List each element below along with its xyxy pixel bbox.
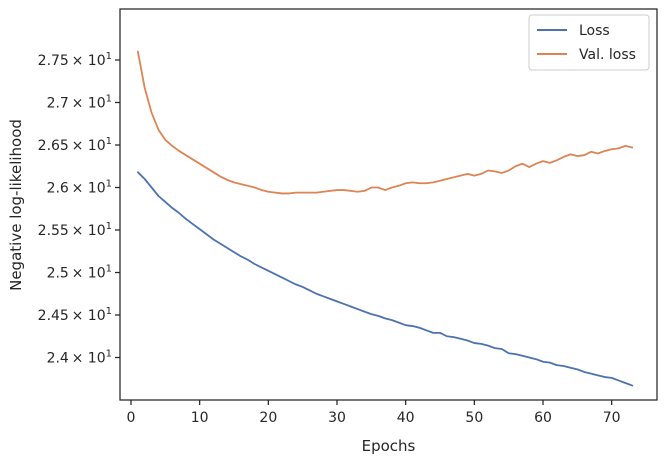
- legend: Loss Val. loss: [528, 14, 650, 71]
- y-tick-label: 2.45 × 101: [38, 306, 112, 324]
- plot-frame: [119, 8, 658, 401]
- x-axis-label: Epochs: [362, 437, 416, 455]
- legend-label-val-loss: Val. loss: [579, 47, 636, 63]
- x-tick-label: 30: [328, 410, 346, 426]
- x-tick-label: 0: [127, 410, 136, 426]
- legend-label-loss: Loss: [579, 23, 610, 39]
- x-tick-label: 70: [603, 410, 621, 426]
- x-axis: 0 10 20 30 40 50 60 70: [127, 400, 621, 426]
- y-tick-label: 2.65 × 101: [38, 136, 112, 154]
- y-tick-label: 2.7 × 101: [47, 94, 112, 112]
- plot-background: [120, 9, 657, 400]
- series-line-val-loss: [136, 50, 634, 195]
- y-tick-label: 2.75 × 101: [38, 51, 112, 69]
- y-axis-label: Negative log-likelihood: [7, 119, 25, 291]
- y-tick-label: 2.5 × 101: [47, 264, 112, 282]
- y-tick-label: 2.55 × 101: [38, 221, 112, 239]
- x-tick-label: 40: [397, 410, 415, 426]
- y-tick-label: 2.6 × 101: [47, 179, 112, 197]
- x-tick-label: 20: [259, 410, 277, 426]
- y-axis: 2.4 × 101 2.45 × 101 2.5 × 101 2.55 × 101 2.…: [38, 51, 120, 367]
- x-tick-label: 60: [534, 410, 552, 426]
- x-tick-label: 50: [465, 410, 483, 426]
- legend-box: [528, 14, 650, 71]
- x-tick-label: 10: [191, 410, 209, 426]
- series-line-loss: [136, 171, 634, 387]
- y-tick-label: 2.4 × 101: [47, 349, 112, 367]
- series-layer: [136, 50, 634, 387]
